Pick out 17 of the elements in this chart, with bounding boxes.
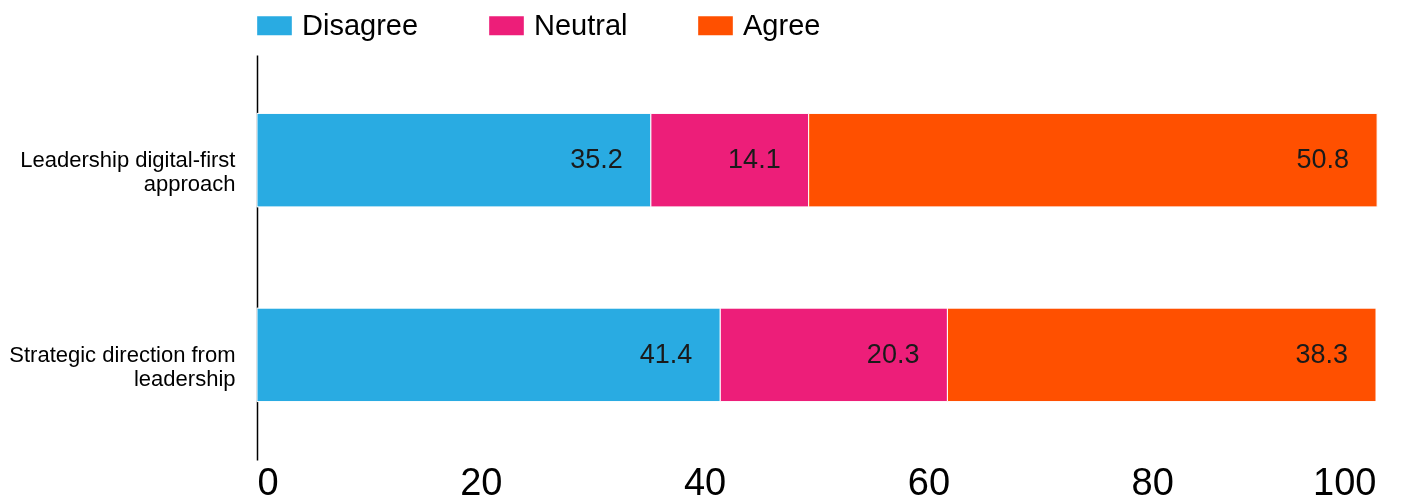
data-label: 38.3: [1295, 338, 1348, 369]
x-tick-label: 60: [907, 460, 951, 502]
y-tick-label: Strategic direction from leadership: [9, 341, 236, 391]
legend-label: Agree: [743, 8, 821, 41]
y-tick-label: Leadership digital-first approach: [20, 147, 236, 197]
data-label: 35.2: [570, 144, 623, 175]
x-tick-label: 100: [1313, 460, 1377, 502]
data-label: 41.4: [639, 338, 693, 369]
data-label: 50.8: [1296, 144, 1350, 175]
legend-label: Disagree: [302, 8, 419, 41]
data-label: 20.3: [866, 338, 920, 369]
x-tick-label: 80: [1131, 460, 1174, 502]
legend-label: Neutral: [534, 8, 628, 41]
data-label: 14.1: [728, 144, 781, 175]
x-tick-label: 0: [257, 460, 279, 502]
x-tick-label: 20: [460, 460, 503, 502]
x-tick-label: 40: [683, 460, 727, 502]
